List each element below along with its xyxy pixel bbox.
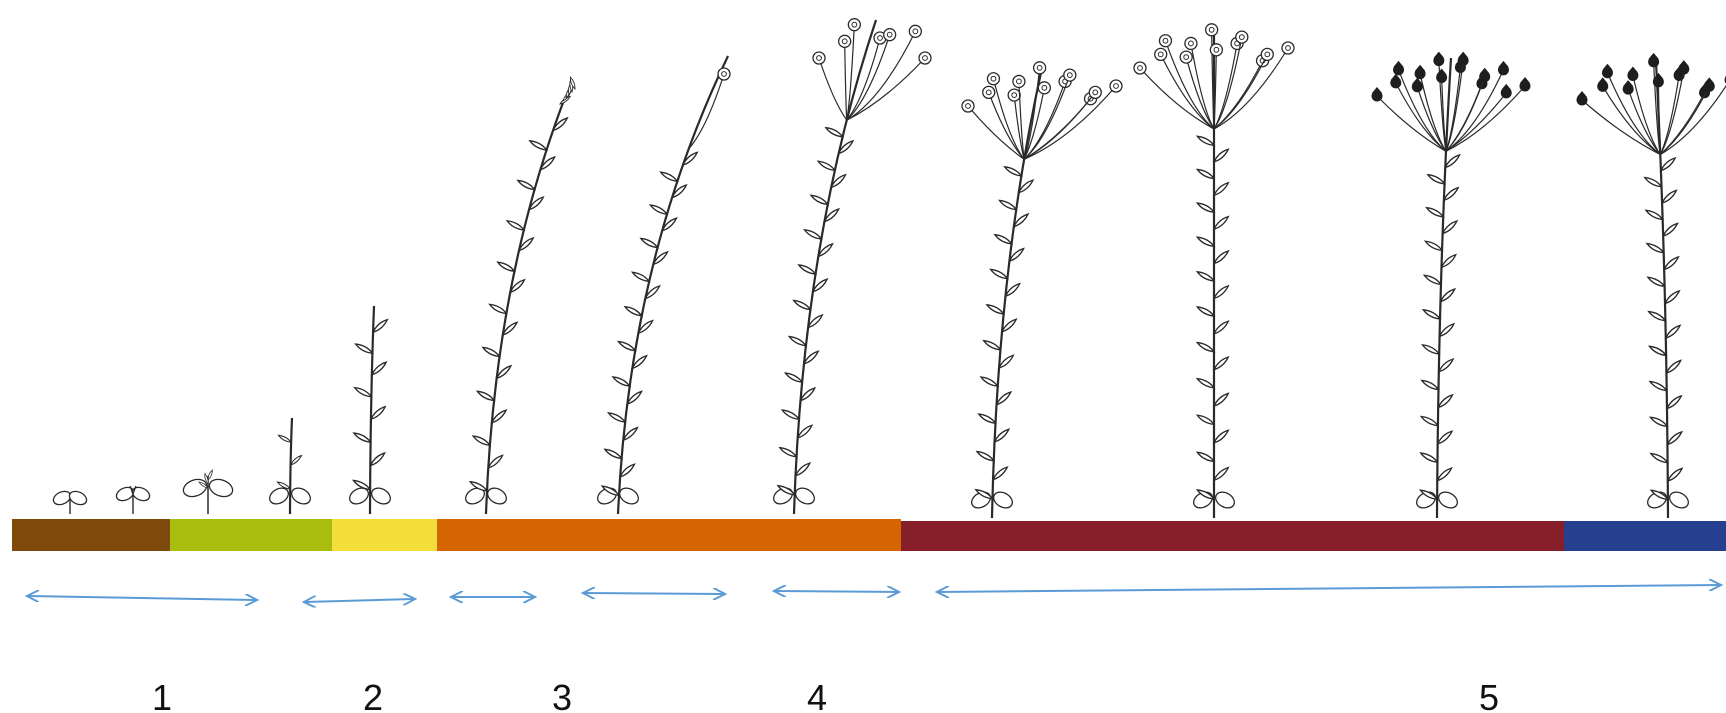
bar-segment-1 [12,519,170,551]
plant-young-shoot-icon [269,417,311,515]
bar-segment-6 [1564,521,1726,551]
plant-budding-stem-icon [597,55,731,515]
stage-2-range-arrow [305,599,414,602]
stage-label-5: 5 [1479,677,1499,713]
stage-4-range-arrow [775,591,898,592]
bar-segment-2 [170,519,332,551]
stage-label-2: 2 [363,677,383,713]
plant-flowering-stem-icon [773,18,932,515]
stage-1-range-arrow [28,596,256,600]
stage-label-1: 1 [152,677,172,713]
stage-range-arrows [28,585,1720,602]
bar-segment-5 [901,521,1564,551]
plant-tall-vegetative-stem-icon [465,76,577,515]
bar-segment-3 [332,519,437,551]
stage-label-3: 3 [552,677,572,713]
plant-seedling-cotyledons-icon [52,490,88,514]
stage-label-4: 4 [807,677,827,713]
plant-vegetative-stem-icon [349,305,391,515]
stage-color-bar [12,519,1726,551]
plant-mature-capsule-plant-icon [1576,52,1726,519]
plant-seed-capsule-plant-icon [1371,51,1531,519]
plant-flowering-plant-icon [1133,23,1295,519]
stage-5-range-arrow [938,585,1720,592]
stage-labels: 1 2 3 4 5 [152,677,1499,713]
plant-seedling-leaf-pairs-icon [182,469,234,514]
stage-3b-range-arrow [584,593,724,594]
plant-illustrations [52,18,1726,519]
plant-flowering-plant-icon [961,61,1123,519]
plant-seedling-first-leaves-icon [115,485,151,514]
bar-segment-4 [437,519,901,551]
